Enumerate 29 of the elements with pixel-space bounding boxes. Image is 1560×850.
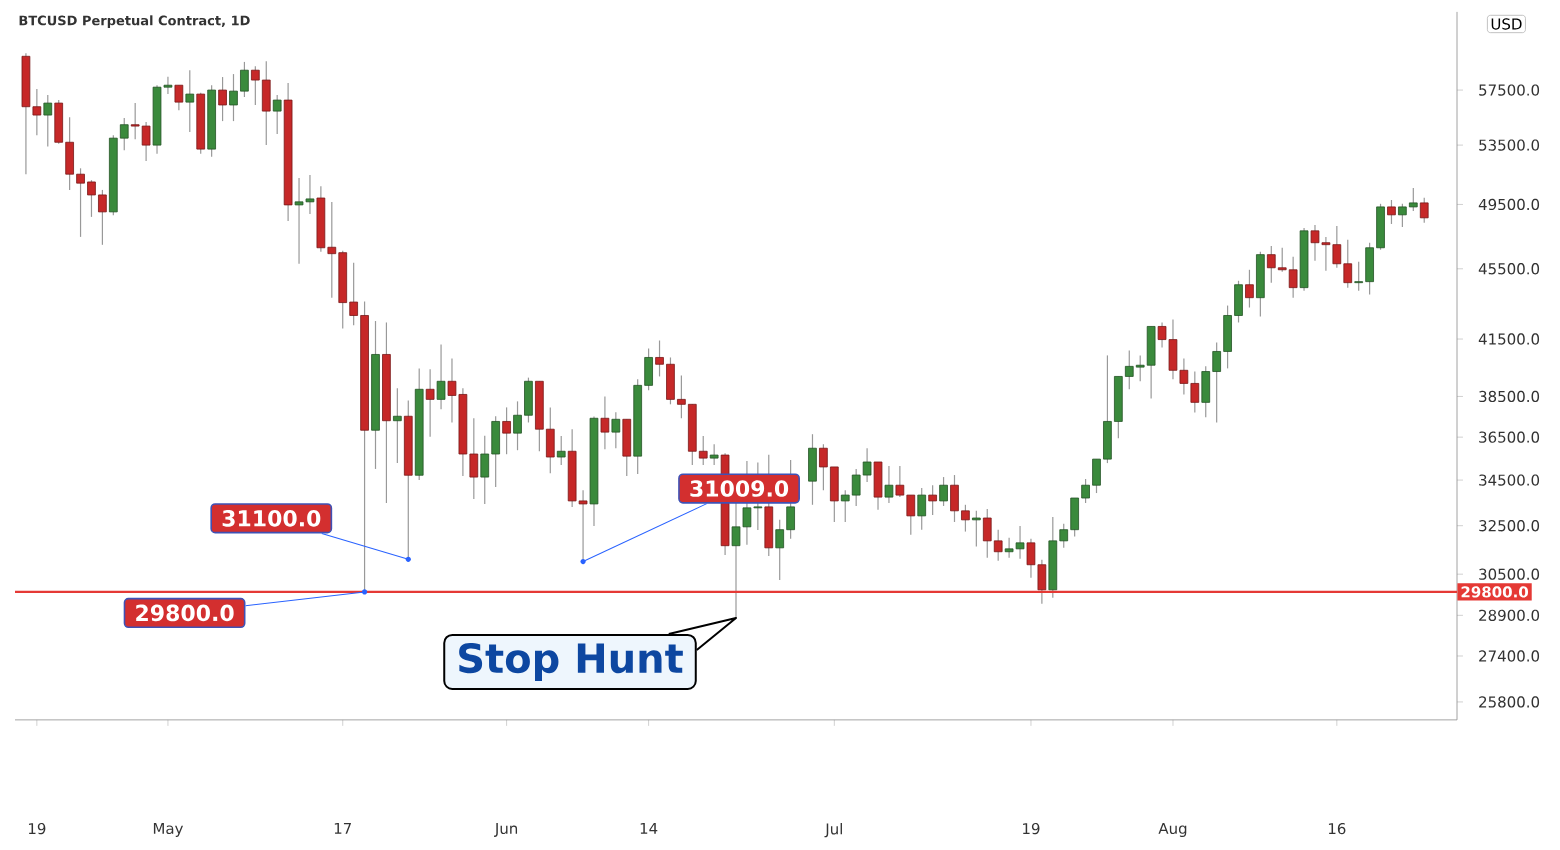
x-tick-label: May (153, 822, 184, 837)
y-tick-label: 38500.0 (1479, 390, 1540, 403)
x-tick-label: 19 (1023, 822, 1040, 835)
y-axis-title: USD (1491, 18, 1522, 30)
y-tick-label: 36500.0 (1479, 431, 1540, 443)
y-tick-label: 49500.0 (1478, 198, 1540, 211)
y-tick-label: 32500.0 (1479, 520, 1540, 532)
annotation: Stop Hunt (459, 642, 683, 681)
y-tick-label: 25800.0 (1479, 696, 1540, 708)
x-tick-label: 19 (28, 822, 46, 835)
y-tick-label: 28900.0 (1479, 609, 1540, 621)
y-tick-label: 27400.0 (1479, 650, 1540, 662)
chart-title: BTCUSD Perpetual Contract, 1D (19, 15, 250, 28)
annotation: 31009.0 (690, 480, 789, 497)
y-tick-label: 45500.0 (1478, 263, 1540, 275)
y-tick-label: 53500.0 (1479, 139, 1540, 151)
x-tick-label: 14 (640, 822, 658, 834)
x-tick-label: 17 (334, 822, 351, 834)
ref-line-label: 29800.0 (1461, 586, 1529, 598)
annotation: 29800.0 (136, 604, 234, 622)
y-tick-label: 57500.0 (1479, 84, 1540, 96)
x-tick-label: Jun (494, 822, 518, 837)
y-tick-label: 41500.0 (1478, 333, 1540, 345)
x-tick-label: Jul (824, 822, 842, 838)
y-tick-label: 30500.0 (1479, 568, 1540, 580)
x-tick-label: Aug (1158, 822, 1187, 837)
x-tick-label: 16 (1328, 822, 1346, 835)
y-tick-label: 34500.0 (1479, 474, 1540, 486)
annotation: 31100.0 (222, 510, 321, 527)
